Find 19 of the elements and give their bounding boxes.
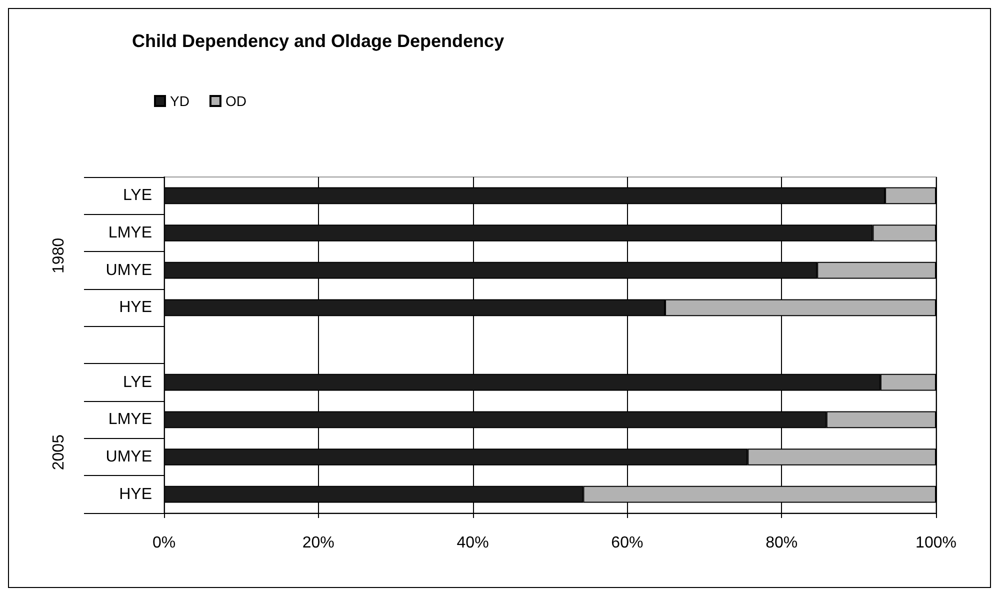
x-tick-label: 80% bbox=[766, 534, 798, 552]
y-tick-label: UMYE bbox=[106, 448, 152, 466]
y-tick-label: HYE bbox=[119, 486, 152, 503]
x-tick-label: 20% bbox=[302, 534, 334, 552]
chart-title: Child Dependency and Oldage Dependency bbox=[132, 31, 504, 51]
y-tick-label: LYE bbox=[122, 187, 152, 204]
y-tick-label: LYE bbox=[122, 374, 152, 391]
y-tick-label: UMYE bbox=[106, 262, 152, 279]
y-tick-label: LMYE bbox=[108, 224, 152, 242]
text: 1980 bbox=[50, 238, 68, 274]
y-tick-label: LMYE bbox=[108, 411, 152, 428]
legend-label: OD bbox=[225, 93, 246, 109]
legend-label: YD bbox=[170, 93, 190, 109]
x-tick-label: 40% bbox=[456, 534, 489, 552]
x-tick-label: 0% bbox=[152, 534, 176, 552]
y-tick-label: HYE bbox=[119, 299, 152, 316]
x-tick-label: 60% bbox=[611, 534, 644, 552]
x-tick-label: 100% bbox=[916, 534, 956, 552]
text: 2005 bbox=[50, 434, 68, 470]
